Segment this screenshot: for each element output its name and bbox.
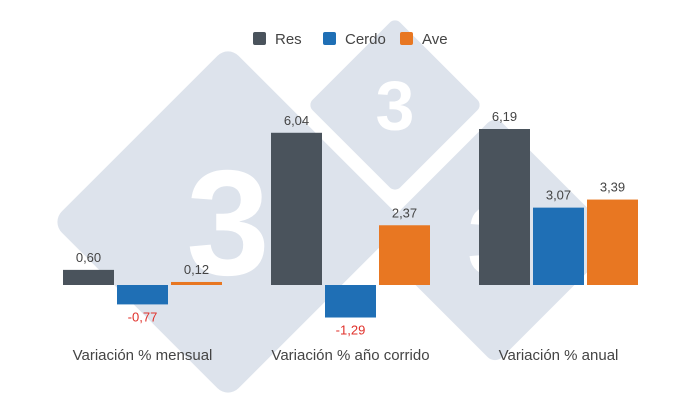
category-label-0: Variación % mensual [73,347,213,364]
legend-swatch-ave [400,32,413,45]
legend-label-res: Res [275,31,302,48]
data-label-res-1: 6,04 [284,113,309,128]
legend-swatch-cerdo [323,32,336,45]
legend: Res Cerdo Ave [253,31,448,48]
data-label-cerdo-2: 3,07 [546,188,571,203]
watermark-diamond [310,20,480,190]
bar-res-2 [479,129,530,285]
bar-ave-1 [379,225,430,285]
data-labels: 0,60 -0,77 0,12 6,04 -1,29 2,37 6,19 3,07 3,39 [76,109,625,338]
legend-label-cerdo: Cerdo [345,31,386,48]
watermark-glyph: 3 [376,67,415,145]
data-label-res-0: 0,60 [76,250,101,265]
data-label-cerdo-1: -1,29 [336,323,366,338]
legend-swatch-res [253,32,266,45]
data-label-ave-1: 2,37 [392,205,417,220]
category-label-1: Variación % año corrido [271,347,429,364]
data-label-res-2: 6,19 [492,109,517,124]
bar-ave-0 [171,281,222,285]
bar-res-1 [271,132,322,285]
category-labels: Variación % mensual Variación % año corri… [73,347,619,364]
bar-res-0 [63,269,114,285]
data-label-ave-0: 0,12 [184,262,209,277]
category-label-2: Variación % anual [499,347,619,364]
bar-cerdo-2 [533,207,584,285]
watermark-glyph: 3 [186,139,269,307]
bar-ave-2 [587,199,638,285]
bar-cerdo-1 [325,285,376,318]
data-label-cerdo-0: -0,77 [128,309,158,324]
data-label-ave-2: 3,39 [600,180,625,195]
bar-cerdo-0 [117,285,168,305]
legend-label-ave: Ave [422,31,448,48]
bars [63,129,638,318]
